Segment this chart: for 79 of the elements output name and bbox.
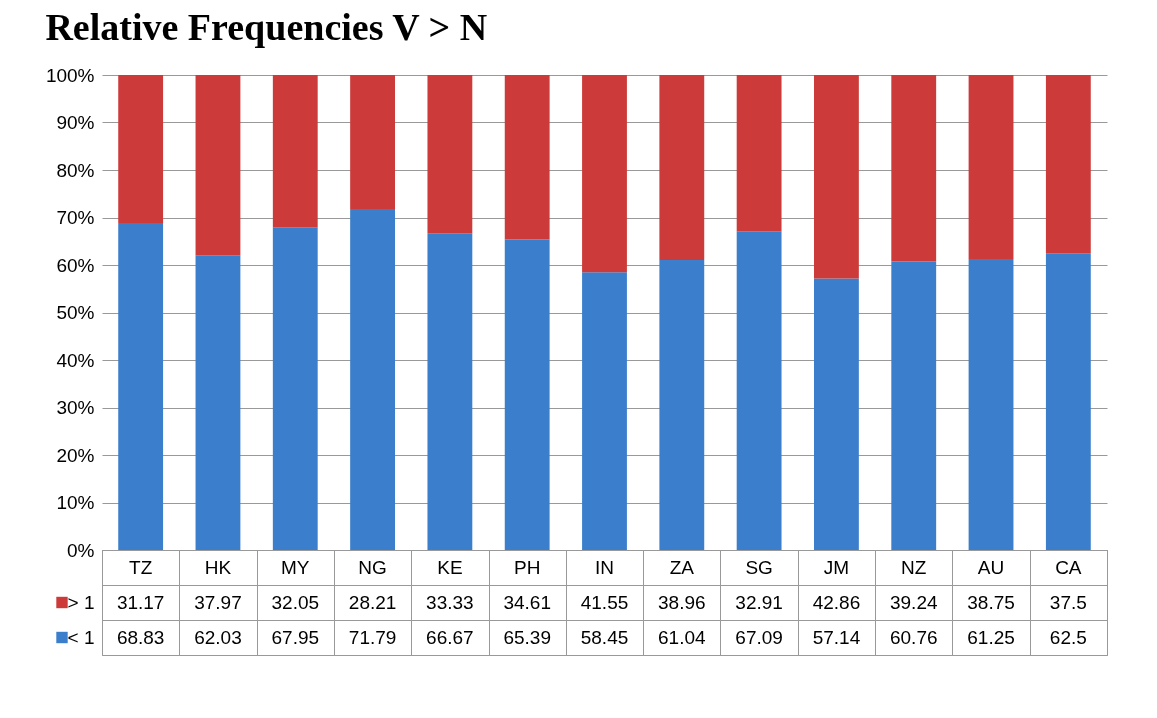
data-label: 31.17 <box>116 591 165 613</box>
data-label: 57.14 <box>812 626 861 648</box>
bar <box>350 209 395 550</box>
data-label: 34.61 <box>503 591 551 613</box>
bar <box>659 75 705 261</box>
bar <box>968 75 1014 260</box>
x-tick-label: HK <box>204 556 232 578</box>
bar <box>891 75 937 262</box>
y-tick-label: 50% <box>56 302 95 323</box>
bar <box>272 227 318 550</box>
y-tick-label: 20% <box>56 444 95 466</box>
y-tick-label: 30% <box>56 397 95 418</box>
x-tick-label: NG <box>358 556 387 578</box>
y-tick-label: 60% <box>56 254 95 276</box>
data-label: 61.25 <box>967 626 1015 648</box>
data-label: 61.04 <box>658 626 707 648</box>
data-label: 32.91 <box>735 591 783 613</box>
x-tick-label: PH <box>513 556 541 578</box>
y-tick-label: 70% <box>56 207 95 228</box>
x-tick-label: MY <box>281 556 310 578</box>
data-label: 67.09 <box>735 626 783 648</box>
y-tick-label: 100% <box>45 64 95 86</box>
x-tick-label: TZ <box>129 556 153 578</box>
data-label: 66.67 <box>426 626 474 648</box>
data-label: 41.55 <box>580 591 629 613</box>
x-tick-label: AU <box>977 556 1005 578</box>
y-tick-label: 40% <box>56 349 95 371</box>
bar <box>814 75 859 279</box>
data-label: 37.97 <box>194 591 242 613</box>
y-tick-label: 80% <box>56 159 95 181</box>
x-tick-label: KE <box>437 556 463 578</box>
bar <box>814 278 859 550</box>
bar <box>350 75 395 209</box>
x-tick-label: NZ <box>901 556 927 578</box>
data-label: 58.45 <box>580 626 629 648</box>
bar <box>118 75 164 224</box>
data-label: 62.5 <box>1049 626 1087 648</box>
data-label: 33.33 <box>426 591 474 613</box>
bar <box>427 75 473 234</box>
x-tick-label: ZA <box>669 556 695 578</box>
data-label: 28.21 <box>348 591 397 613</box>
data-label: 60.76 <box>889 626 938 648</box>
y-tick-label: 10% <box>56 492 95 513</box>
data-label: 65.39 <box>503 626 551 648</box>
bar <box>891 261 937 550</box>
data-label: 32.05 <box>271 591 320 613</box>
data-label: 67.95 <box>271 626 320 648</box>
bar <box>504 239 550 550</box>
data-label: 38.96 <box>658 591 706 613</box>
data-label: 68.83 <box>116 626 165 648</box>
bar <box>582 272 627 550</box>
legend-label: > 1 <box>67 592 95 613</box>
data-label: 71.79 <box>348 626 397 648</box>
data-label: 39.24 <box>889 591 938 613</box>
data-label: 62.03 <box>194 626 242 648</box>
bar <box>968 259 1014 550</box>
bar <box>118 223 164 550</box>
bar <box>504 75 550 240</box>
data-label: 38.75 <box>967 591 1015 613</box>
x-tick-label: JM <box>823 556 850 578</box>
chart-title: Relative Frequencies V > N <box>45 6 488 48</box>
data-label: 42.86 <box>812 591 861 613</box>
bar <box>427 233 473 550</box>
bar <box>1045 253 1091 550</box>
bar <box>582 75 627 273</box>
data-label: 37.5 <box>1049 591 1087 613</box>
bar <box>195 75 241 256</box>
bar <box>659 260 705 550</box>
bar <box>272 75 318 228</box>
legend-label: < 1 <box>67 627 95 648</box>
bar <box>195 255 241 550</box>
x-tick-label: SG <box>745 556 773 578</box>
bar <box>736 75 782 232</box>
y-tick-label: 0% <box>67 539 95 561</box>
x-tick-label: CA <box>1055 556 1082 578</box>
x-tick-label: IN <box>595 556 614 578</box>
bar <box>1045 75 1091 254</box>
y-tick-label: 90% <box>56 112 95 133</box>
bar <box>736 231 782 550</box>
